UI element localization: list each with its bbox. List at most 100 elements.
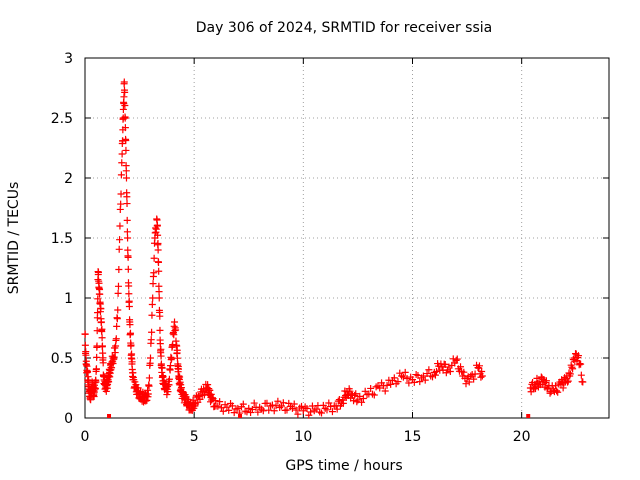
data-point [126,329,134,337]
y-tick-label: 3 [64,51,73,67]
data-point [82,351,90,359]
data-point [339,399,347,407]
data-point [307,408,315,416]
data-point [145,374,153,382]
data-point [228,402,236,410]
data-point [204,381,212,389]
data-point [92,378,100,386]
data-point [118,150,126,158]
data-point [155,258,163,266]
data-point [144,390,152,398]
axes [84,57,610,419]
data-point [542,377,550,385]
data-point [115,266,123,274]
data-point [318,409,326,417]
data-point [268,401,276,409]
data-point [117,171,125,179]
data-point [278,402,285,410]
data-point [153,221,161,229]
data-point [81,330,89,338]
data-point [156,326,164,334]
y-axis-label: SRMTID / TECUs [6,182,22,295]
data-point [294,410,302,418]
x-tick-label: 5 [190,429,199,445]
data-point [123,193,131,201]
isolated-point [526,414,531,418]
data-point [325,399,333,407]
data-point [148,311,156,319]
data-point [99,359,107,367]
data-point [574,352,582,360]
data-point [243,408,251,416]
data-point [298,402,306,410]
data-point [419,372,427,380]
data-point [552,382,560,390]
data-point [216,398,224,406]
data-point [559,384,567,392]
data-point [92,365,100,373]
data-point [353,398,361,406]
data-point [122,137,130,145]
data-point [91,385,99,393]
data-point [111,349,119,357]
data-point [225,406,233,414]
data-point [421,376,429,384]
data-point [87,396,95,404]
data-point [475,362,483,370]
data-point [564,377,572,385]
data-point [270,407,278,415]
y-tick-label: 0.5 [51,351,73,367]
data-point [152,225,160,233]
data-point [150,269,158,277]
data-point [214,402,222,410]
data-point [121,114,129,122]
data-point [167,362,175,370]
data-point [323,406,331,414]
data-point [159,373,167,381]
data-point [143,396,151,404]
data-point [376,384,384,392]
data-point [85,376,93,384]
data-point [549,386,557,394]
data-point [98,325,106,333]
data-point [446,368,454,376]
data-point [116,222,124,230]
data-point [97,318,105,326]
x-tick-label: 15 [404,429,422,445]
data-point [381,387,389,395]
data-point [148,328,156,336]
x-axis-label: GPS time / hours [285,458,402,474]
y-tick-label: 2 [64,171,73,187]
data-point [359,395,367,403]
data-point [579,378,587,386]
data-point [147,354,154,362]
data-point [560,379,568,387]
data-point [292,406,300,414]
data-point [110,353,118,361]
isolated-point [238,414,243,418]
data-point [127,341,135,349]
data-point [81,341,89,349]
data-point [118,159,126,167]
data-point [156,312,164,320]
y-tick-label: 1.5 [51,231,73,247]
data-point [577,371,585,379]
data-point [462,380,470,388]
data-point [283,406,291,414]
data-point [368,390,376,398]
data-point [145,382,153,390]
data-point [247,409,255,417]
data-point [576,360,584,368]
data-point [117,190,125,198]
data-point [279,399,287,407]
data-point [299,407,307,415]
plot-frame [84,57,610,419]
data-point [441,361,449,369]
data-point [248,405,256,413]
data-point [288,404,296,412]
data-point [171,318,179,326]
data-point [403,375,411,383]
data-point [390,374,398,382]
data-point [394,378,402,386]
data-point [234,404,242,412]
